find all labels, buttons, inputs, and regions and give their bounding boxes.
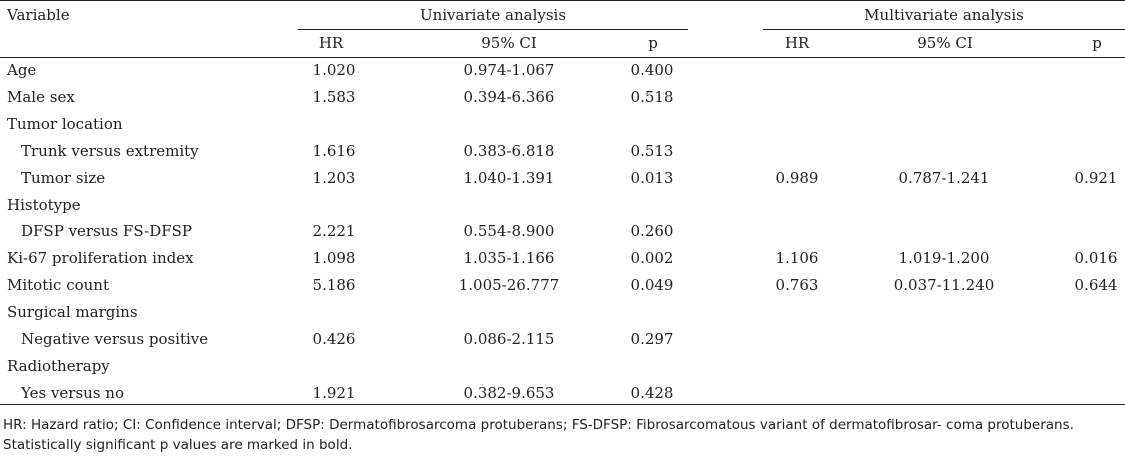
header-multivariate: Multivariate analysis [864, 6, 1024, 24]
cell-univariate-p: 0.513 [630, 142, 674, 160]
cell-multivariate-hr: 0.989 [775, 169, 819, 187]
cell-univariate-p: 0.428 [630, 384, 674, 402]
cell-univariate-hr: 1.203 [312, 169, 356, 187]
row-label: Male sex [7, 88, 75, 106]
row-label: Age [7, 61, 37, 79]
cell-univariate-p: 0.260 [630, 222, 674, 240]
row-label: Radiotherapy [7, 357, 110, 375]
cell-multivariate-p: 0.644 [1074, 276, 1118, 294]
top-rule [0, 0, 1125, 1]
header-multivariate-ci: 95% CI [917, 34, 973, 52]
cell-univariate-ci: 0.086-2.115 [463, 330, 555, 348]
cell-univariate-p: 0.518 [630, 88, 674, 106]
header-multivariate-hr: HR [784, 34, 810, 52]
row-label: Surgical margins [7, 303, 138, 321]
cell-univariate-ci: 0.382-9.653 [463, 384, 555, 402]
cell-univariate-hr: 0.426 [312, 330, 356, 348]
row-label: DFSP versus FS-DFSP [21, 222, 193, 240]
row-label: Trunk versus extremity [21, 142, 199, 160]
header-multivariate-p: p [1092, 34, 1102, 52]
cell-univariate-hr: 1.098 [312, 249, 356, 267]
cell-univariate-p: 0.400 [630, 61, 674, 79]
cell-multivariate-hr: 1.106 [775, 249, 819, 267]
cell-multivariate-p: 0.921 [1074, 169, 1118, 187]
row-label: Ki-67 proliferation index [7, 249, 194, 267]
multivariate-underline [763, 29, 1125, 30]
cell-univariate-ci: 0.974-1.067 [463, 61, 555, 79]
cell-univariate-ci: 0.383-6.818 [463, 142, 555, 160]
cell-univariate-ci: 1.005-26.777 [458, 276, 560, 294]
cell-univariate-p: 0.002 [630, 249, 674, 267]
header-variable: Variable [7, 6, 70, 24]
cell-multivariate-ci: 1.019-1.200 [898, 249, 990, 267]
cell-univariate-p: 0.049 [630, 276, 674, 294]
univariate-underline [298, 29, 688, 30]
cell-univariate-hr: 1.583 [312, 88, 356, 106]
cell-multivariate-hr: 0.763 [775, 276, 819, 294]
cell-univariate-hr: 1.616 [312, 142, 356, 160]
header-univariate: Univariate analysis [419, 6, 567, 24]
cell-univariate-p: 0.297 [630, 330, 674, 348]
row-label: Tumor size [21, 169, 106, 187]
header-bottom-rule [0, 57, 1125, 58]
cell-univariate-ci: 0.554-8.900 [463, 222, 555, 240]
cell-univariate-p: 0.013 [630, 169, 674, 187]
row-label: Negative versus positive [21, 330, 209, 348]
footnote: HR: Hazard ratio; CI: Confidence interva… [3, 417, 1074, 453]
header-univariate-ci: 95% CI [481, 34, 537, 52]
cell-univariate-hr: 1.921 [312, 384, 356, 402]
row-label: Mitotic count [7, 276, 109, 294]
header-univariate-p: p [648, 34, 658, 52]
table-bottom-rule [0, 404, 1125, 405]
cell-univariate-hr: 2.221 [312, 222, 356, 240]
header-univariate-hr: HR [318, 34, 344, 52]
cell-multivariate-ci: 0.787-1.241 [898, 169, 990, 187]
cell-univariate-hr: 1.020 [312, 61, 356, 79]
cell-multivariate-p: 0.016 [1074, 249, 1118, 267]
cell-univariate-ci: 0.394-6.366 [463, 88, 555, 106]
cell-univariate-hr: 5.186 [312, 276, 356, 294]
cell-multivariate-ci: 0.037-11.240 [893, 276, 995, 294]
cell-univariate-ci: 1.035-1.166 [463, 249, 555, 267]
row-label: Yes versus no [21, 384, 124, 402]
row-label: Tumor location [7, 115, 123, 133]
row-label: Histotype [7, 196, 81, 214]
cell-univariate-ci: 1.040-1.391 [463, 169, 555, 187]
